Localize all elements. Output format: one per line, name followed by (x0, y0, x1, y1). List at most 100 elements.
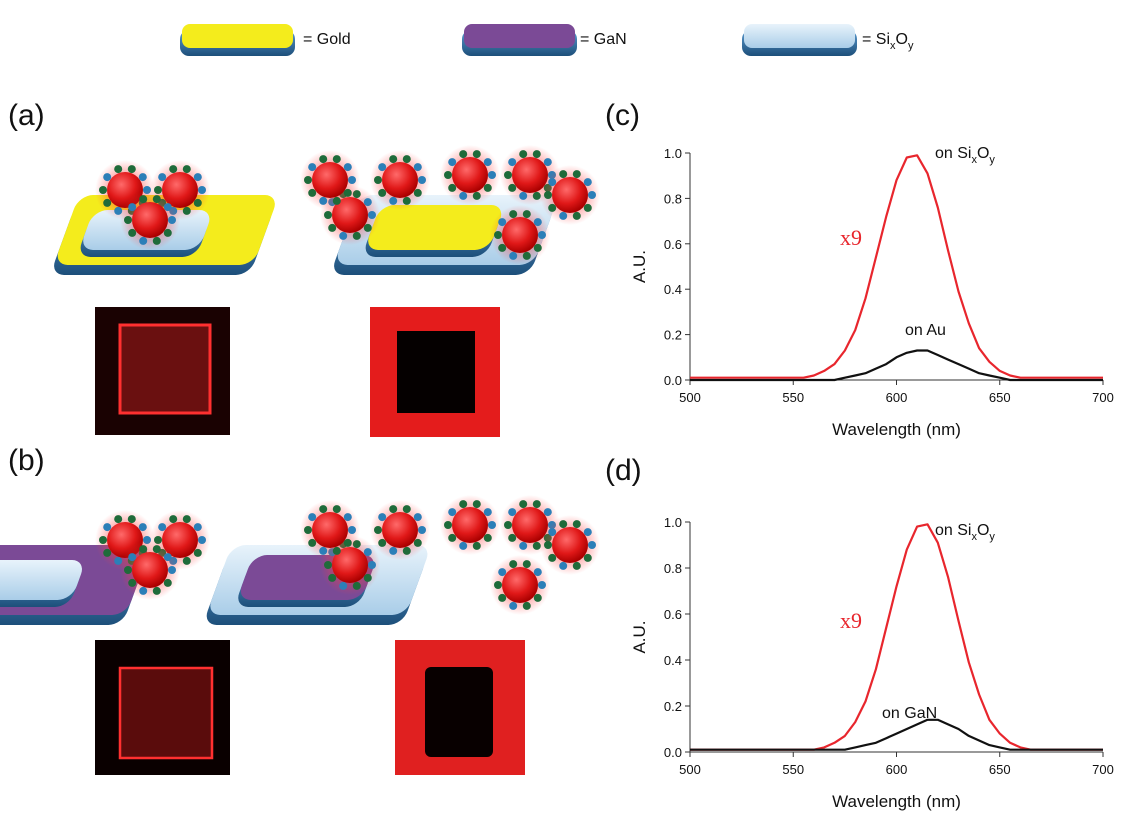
ligand (163, 228, 172, 237)
ligand (304, 176, 312, 184)
ligand (319, 196, 328, 205)
nanoparticle (452, 507, 488, 543)
subscript: y (989, 154, 995, 166)
nanoparticle (132, 202, 168, 238)
annotation: x9 (840, 608, 862, 633)
panel-label: (b) (8, 444, 45, 477)
ligand (498, 218, 507, 227)
micrographs (95, 307, 525, 775)
ligand (532, 541, 541, 550)
ligand (498, 568, 507, 577)
ligand (572, 520, 581, 529)
ligand (588, 541, 596, 549)
ligand (324, 561, 332, 569)
ligand (319, 155, 328, 164)
ligand (193, 523, 202, 532)
ligand (583, 528, 592, 537)
subscript: x (971, 531, 977, 543)
ligand (483, 158, 492, 167)
ligand (308, 188, 317, 197)
ligand (128, 203, 137, 212)
ligand (182, 165, 191, 174)
annotation: x9 (840, 225, 862, 250)
ligand (548, 553, 557, 562)
ligand (103, 523, 112, 532)
ligand (169, 515, 178, 524)
ligand (128, 578, 137, 587)
ligand (413, 538, 422, 547)
ligand (413, 188, 422, 197)
ligand (444, 171, 452, 179)
ligand (363, 573, 372, 582)
metal-pad (368, 205, 502, 250)
nanoparticle (452, 157, 488, 193)
ligand (343, 513, 352, 522)
y-tick-label: 0.0 (664, 745, 682, 760)
ligand (533, 218, 542, 227)
y-axis-label: A.U. (630, 250, 649, 283)
y-tick-label: 0.8 (664, 191, 682, 206)
ligand (522, 210, 531, 219)
panel-label: (a) (8, 99, 45, 132)
ligand (193, 173, 202, 182)
legend-text: = Si (862, 31, 890, 48)
nanoparticle (382, 162, 418, 198)
ligand (339, 581, 348, 590)
micrograph-square (397, 331, 475, 413)
x-tick-label: 600 (886, 762, 908, 777)
ligand (483, 508, 492, 517)
ligand (559, 170, 568, 179)
annotation-text: O (977, 522, 989, 539)
ligand (128, 228, 137, 237)
ligand (139, 236, 148, 245)
annotation-text: on Si (935, 145, 971, 162)
ligand (532, 191, 541, 200)
ligand (152, 195, 161, 204)
ligand (374, 176, 382, 184)
nanoparticle (552, 177, 588, 213)
ligand (483, 533, 492, 542)
ligand (588, 191, 596, 199)
ligand (494, 581, 502, 589)
ligand (448, 158, 457, 167)
ligand (509, 210, 518, 219)
ligand (182, 206, 191, 215)
ligand (304, 526, 312, 534)
nanoparticle (502, 567, 538, 603)
ligand (504, 521, 512, 529)
y-tick-label: 0.8 (664, 561, 682, 576)
ligand (508, 158, 517, 167)
ligand (363, 548, 372, 557)
nanoparticle (552, 527, 588, 563)
ligand (472, 150, 481, 159)
x-tick-label: 650 (989, 762, 1011, 777)
ligand (152, 586, 161, 595)
ligand (533, 243, 542, 252)
ligand (402, 196, 411, 205)
ligand (572, 170, 581, 179)
ligand (163, 553, 172, 562)
ligand (328, 573, 337, 582)
ligand (522, 251, 531, 260)
ligand (448, 183, 457, 192)
panel-label: (c) (605, 99, 640, 132)
ligand (103, 548, 112, 557)
ligand (533, 593, 542, 602)
ligand (352, 581, 361, 590)
x-tick-label: 650 (989, 390, 1011, 405)
ligand (508, 533, 517, 542)
ligand (544, 541, 552, 549)
ligand (413, 163, 422, 172)
x-axis-label: Wavelength (nm) (832, 792, 961, 811)
annotation-text: O (977, 145, 989, 162)
ligand (332, 155, 341, 164)
ligand (198, 536, 206, 544)
ligand (363, 198, 372, 207)
ligand (158, 173, 167, 182)
ligand (99, 536, 107, 544)
ligand (319, 505, 328, 514)
ligand (519, 191, 528, 200)
ligand (343, 163, 352, 172)
ligand (324, 211, 332, 219)
x-tick-label: 550 (782, 762, 804, 777)
